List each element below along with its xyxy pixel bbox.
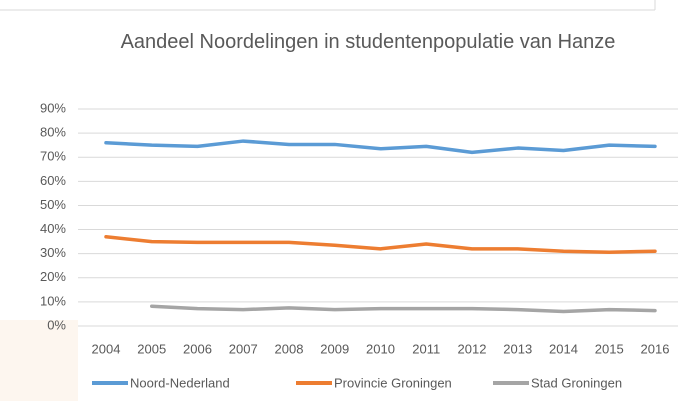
y-tick-label: 80% — [40, 125, 66, 140]
x-tick-label: 2007 — [229, 341, 258, 356]
y-tick-label: 30% — [40, 245, 66, 260]
y-tick-label: 0% — [47, 317, 66, 332]
x-tick-label: 2009 — [320, 341, 349, 356]
x-tick-label: 2013 — [503, 341, 532, 356]
series-line — [104, 139, 657, 155]
x-tick-label: 2004 — [92, 341, 121, 356]
y-tick-label: 60% — [40, 173, 66, 188]
x-tick-label: 2014 — [549, 341, 578, 356]
x-tick-label: 2016 — [641, 341, 670, 356]
x-tick-label: 2015 — [595, 341, 624, 356]
y-tick-label: 10% — [40, 293, 66, 308]
legend-label: Provincie Groningen — [334, 375, 452, 390]
series-line — [104, 235, 657, 254]
x-tick-label: 2011 — [412, 341, 440, 356]
background-tint — [0, 320, 78, 401]
y-tick-label: 20% — [40, 269, 66, 284]
series-line — [150, 304, 657, 314]
legend-label: Noord-Nederland — [130, 375, 230, 390]
x-tick-label: 2012 — [458, 341, 487, 356]
y-tick-label: 50% — [40, 197, 66, 212]
y-tick-label: 90% — [40, 100, 66, 115]
x-tick-label: 2006 — [183, 341, 212, 356]
chart-title: Aandeel Noordelingen in studentenpopulat… — [120, 31, 616, 53]
x-tick-label: 2008 — [275, 341, 304, 356]
y-tick-label: 40% — [40, 221, 66, 236]
legend-label: Stad Groningen — [531, 375, 622, 390]
x-tick-label: 2005 — [137, 341, 166, 356]
y-tick-label: 70% — [40, 149, 66, 164]
x-tick-label: 2010 — [366, 341, 395, 356]
